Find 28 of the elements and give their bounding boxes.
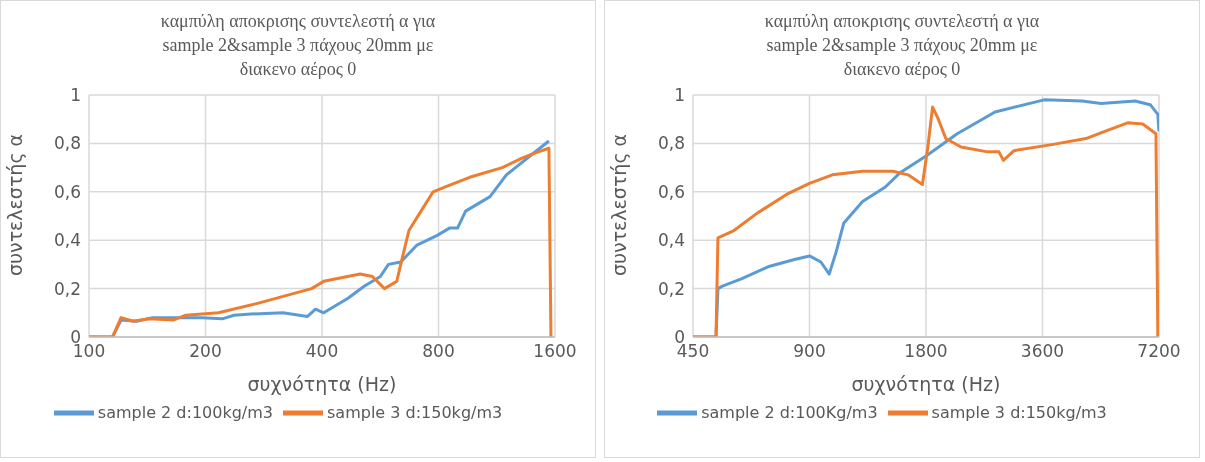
- y-tick-label: 0,8: [53, 133, 81, 154]
- x-tick-label: 1600: [533, 341, 577, 362]
- y-axis-title: συντελεστής α: [607, 133, 630, 276]
- y-tick-label: 0,4: [657, 230, 685, 251]
- x-axis-title: συχνότητα (Hz): [247, 373, 397, 395]
- legend-label: sample 3 d:150kg/m3: [327, 402, 503, 422]
- x-tick-label: 7200: [1137, 341, 1181, 362]
- y-tick-label: 0,8: [657, 133, 685, 154]
- x-tick-label: 400: [305, 341, 339, 362]
- chart-title: καμπύλη αποκρισης συντελεστή α για sample 2&sample 3 πάχους 20mm με διακενο αέρος 0: [763, 10, 1041, 81]
- x-tick-label: 200: [189, 341, 222, 362]
- y-axis-title: συντελεστής α: [3, 133, 26, 276]
- y-tick-label: 0,6: [657, 181, 685, 202]
- x-tick-label: 800: [422, 341, 455, 362]
- y-tick-label: 0,4: [53, 230, 81, 251]
- y-tick-label: 0,2: [657, 278, 685, 299]
- legend-label: sample 2 d:100Kg/m3: [701, 402, 878, 422]
- x-tick-label: 3600: [1020, 341, 1065, 362]
- y-tick-label: 0,6: [53, 181, 81, 202]
- x-tick-label: 900: [793, 341, 826, 362]
- legend-label: sample 3 d:150kg/m3: [931, 402, 1107, 422]
- x-tick-label: 1800: [904, 341, 948, 362]
- y-tick-label: 1: [674, 85, 685, 106]
- y-tick-label: 1: [70, 85, 81, 106]
- x-axis-title: συχνότητα (Hz): [851, 373, 1001, 395]
- legend-label: sample 2 d:100kg/m3: [97, 402, 273, 422]
- chart-title: καμπύλη αποκρισης συντελεστή α για sample 2&sample 3 πάχους 20mm με διακενο αέρος 0: [159, 10, 437, 81]
- y-tick-label: 0,2: [53, 278, 81, 299]
